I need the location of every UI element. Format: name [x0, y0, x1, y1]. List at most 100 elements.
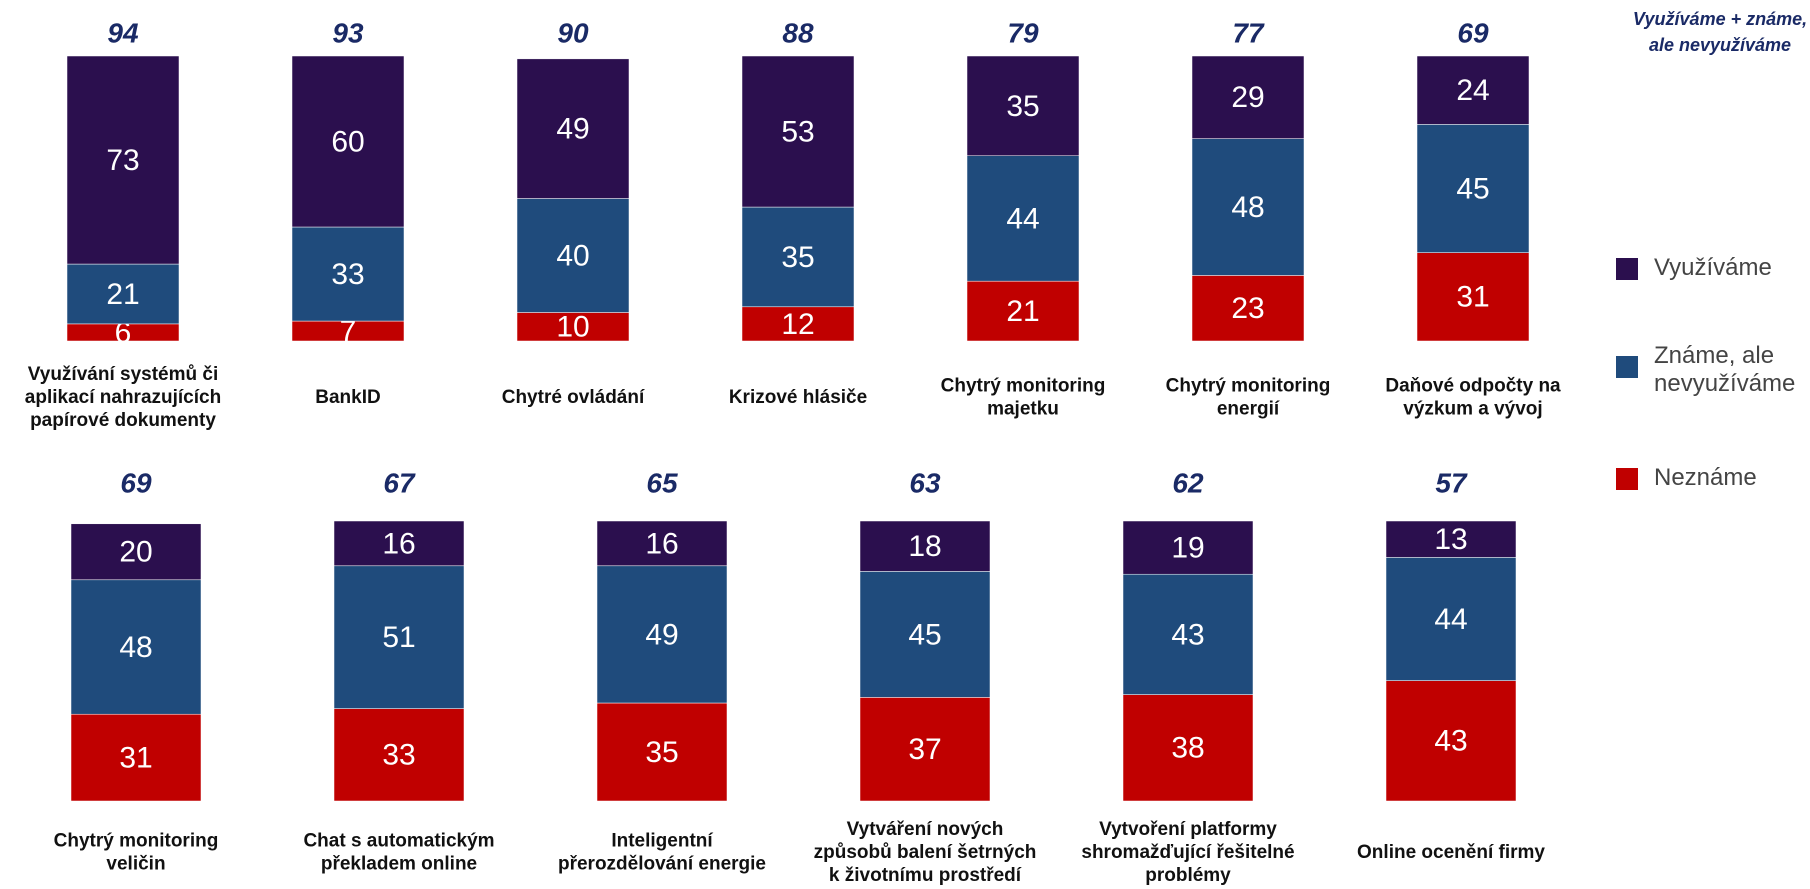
bar-segment — [1122, 694, 1254, 802]
category-label: Inteligentní přerozdělování energie — [558, 831, 766, 875]
category-label: Krizové hlásiče — [729, 387, 867, 408]
value-label: 16 — [382, 527, 415, 560]
value-label: 31 — [119, 742, 152, 775]
category-label: Vytvoření platformy shromažďující řešitel… — [1081, 819, 1294, 886]
value-label: 24 — [1456, 74, 1489, 107]
totals-label: Využíváme + známe, — [1633, 9, 1807, 29]
bar-segment — [333, 565, 465, 709]
bar-segment — [1191, 275, 1305, 342]
category-label: Chytrý monitoring veličin — [54, 831, 219, 875]
value-label: 35 — [1006, 90, 1039, 123]
total-label: 65 — [646, 467, 678, 498]
value-label: 73 — [106, 144, 139, 177]
total-label: 77 — [1232, 17, 1265, 48]
category-label: Využívání systémů či aplikací nahrazující… — [25, 364, 221, 431]
value-label: 44 — [1434, 603, 1467, 636]
bar-segment — [333, 520, 465, 567]
value-label: 35 — [645, 736, 678, 769]
total-label: 93 — [332, 17, 364, 48]
value-label: 53 — [781, 115, 814, 148]
value-label: 7 — [340, 315, 357, 348]
bar-segment — [70, 713, 202, 802]
bar-segment — [741, 206, 855, 308]
bar-segment — [1122, 573, 1254, 695]
value-label: 6 — [115, 316, 132, 349]
bar-segment — [966, 155, 1080, 282]
bar-segment — [66, 263, 180, 325]
value-label: 38 — [1171, 732, 1204, 765]
value-label: 16 — [645, 527, 678, 560]
value-label: 40 — [556, 239, 589, 272]
bar-segment — [859, 697, 991, 802]
bar-segment — [596, 565, 728, 704]
bar-segment — [66, 55, 180, 265]
legend-swatch — [1616, 356, 1638, 378]
bar-segment — [966, 55, 1080, 156]
value-label: 48 — [119, 631, 152, 664]
total-label: 90 — [557, 17, 589, 48]
total-label: 62 — [1172, 467, 1204, 498]
category-label: Chat s automatickým překladem online — [303, 831, 494, 875]
legend-swatch — [1616, 468, 1638, 490]
value-label: 23 — [1231, 292, 1264, 325]
bar-segment — [966, 280, 1080, 342]
bar-segment — [333, 708, 465, 802]
legend-swatch — [1616, 258, 1638, 280]
bar-segment — [291, 55, 405, 228]
value-label: 49 — [556, 113, 589, 146]
value-label: 19 — [1171, 532, 1204, 565]
value-label: 49 — [645, 618, 678, 651]
bar-segment — [1416, 55, 1530, 125]
total-label: 57 — [1435, 467, 1468, 498]
total-label: 63 — [909, 467, 941, 498]
value-label: 45 — [1456, 172, 1489, 205]
legend-label: Neznáme — [1654, 464, 1757, 491]
value-label: 60 — [331, 125, 364, 158]
totals-label: ale nevyužíváme — [1649, 35, 1791, 55]
value-label: 33 — [382, 739, 415, 772]
bar-segment — [1385, 557, 1517, 681]
value-label: 21 — [106, 278, 139, 311]
value-label: 13 — [1434, 523, 1467, 556]
value-label: 18 — [908, 530, 941, 563]
bar-segment — [1416, 124, 1530, 253]
total-label: 79 — [1007, 17, 1039, 48]
total-label: 69 — [120, 467, 152, 498]
bar-segment — [741, 55, 855, 208]
category-label: Vytváření nových způsobů balení šetrných k… — [814, 819, 1037, 886]
bar-segment — [596, 702, 728, 802]
bar-segment — [1191, 55, 1305, 139]
category-label: BankID — [315, 387, 380, 408]
total-label: 88 — [782, 17, 814, 48]
bar-segment — [1385, 520, 1517, 558]
bar-segment — [859, 520, 991, 572]
value-label: 45 — [908, 618, 941, 651]
value-label: 43 — [1434, 725, 1467, 758]
value-label: 48 — [1231, 191, 1264, 224]
value-label: 21 — [1006, 295, 1039, 328]
value-label: 10 — [556, 311, 589, 344]
bar-segment — [70, 579, 202, 715]
category-label: Chytrý monitoring energií — [1166, 376, 1331, 420]
category-label: Chytrý monitoring majetku — [941, 376, 1106, 420]
value-label: 44 — [1006, 202, 1039, 235]
total-label: 67 — [383, 467, 416, 498]
value-label: 12 — [781, 308, 814, 341]
category-label: Online ocenění firmy — [1357, 842, 1545, 863]
legend-label: Známe, ale nevyužíváme — [1654, 342, 1795, 397]
bar-segment — [516, 58, 630, 199]
bar-segment — [596, 520, 728, 567]
bar-segment — [859, 571, 991, 698]
value-label: 51 — [382, 621, 415, 654]
bar-segment — [516, 198, 630, 313]
value-label: 35 — [781, 241, 814, 274]
bar-segment — [1122, 520, 1254, 575]
bar-segment — [1416, 252, 1530, 342]
value-label: 37 — [908, 733, 941, 766]
value-label: 29 — [1231, 81, 1264, 114]
value-label: 33 — [331, 258, 364, 291]
bar-segment — [1191, 138, 1305, 276]
bar-segment — [1385, 680, 1517, 802]
legend-label: Využíváme — [1654, 254, 1772, 281]
